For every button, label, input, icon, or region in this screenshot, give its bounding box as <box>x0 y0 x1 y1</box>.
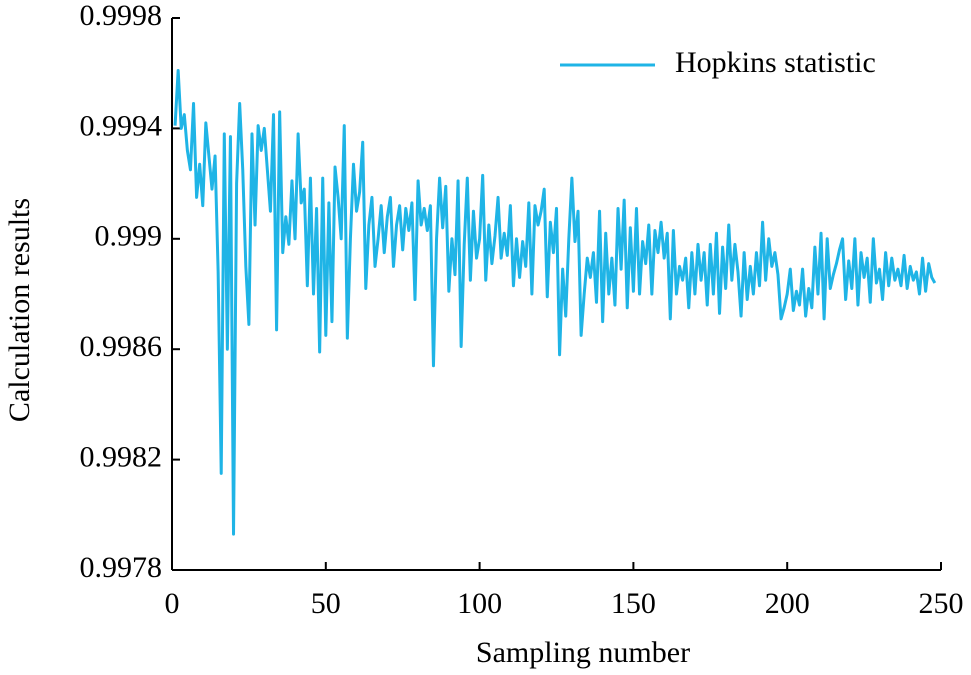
x-tick-label: 200 <box>765 587 810 620</box>
x-tick-label: 0 <box>165 587 180 620</box>
x-tick-label: 250 <box>919 587 964 620</box>
x-tick-label: 50 <box>311 587 341 620</box>
y-tick-label: 0.9978 <box>80 551 163 584</box>
y-tick-label: 0.9998 <box>80 0 163 32</box>
x-axis-label: Sampling number <box>476 636 690 669</box>
y-tick-label: 0.999 <box>95 220 163 253</box>
y-axis-label: Calculation results <box>3 198 36 422</box>
x-tick-label: 100 <box>457 587 502 620</box>
y-tick-label: 0.9994 <box>80 109 163 142</box>
x-tick-label: 150 <box>611 587 656 620</box>
y-tick-label: 0.9982 <box>80 440 163 473</box>
y-tick-label: 0.9986 <box>80 330 163 363</box>
data-line <box>173 68 937 536</box>
legend-label: Hopkins statistic <box>675 46 876 79</box>
